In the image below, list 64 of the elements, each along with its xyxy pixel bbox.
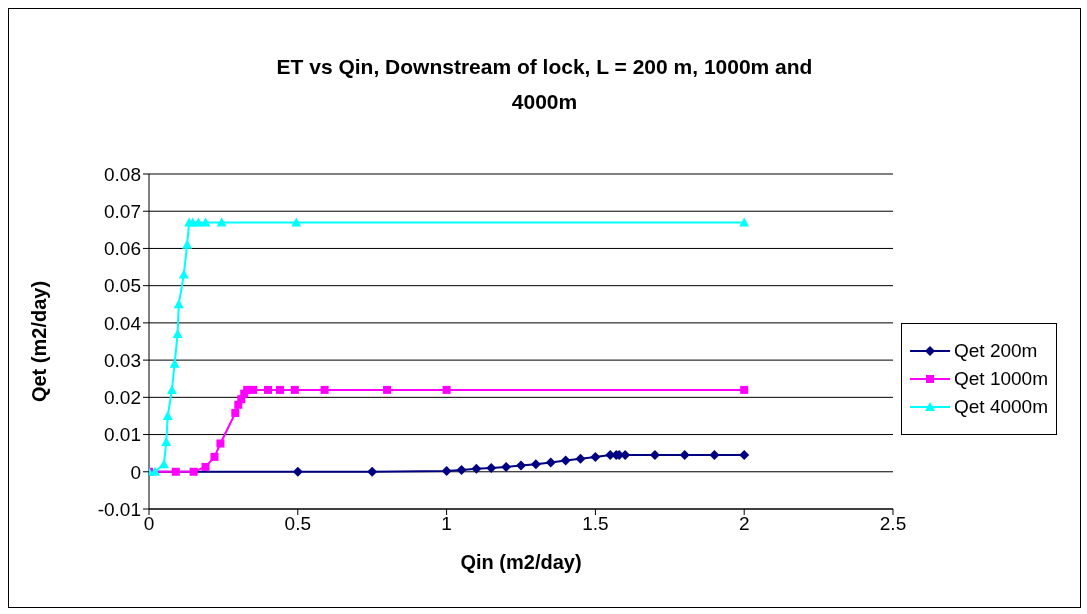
y-tick-label: 0.01 — [104, 424, 141, 446]
y-tick-label: 0.05 — [104, 275, 141, 297]
point — [575, 453, 586, 464]
point — [171, 467, 180, 476]
y-tick-label: 0.04 — [104, 312, 142, 334]
x-tick-label: 2.5 — [879, 513, 907, 535]
point — [216, 439, 225, 448]
point — [441, 466, 452, 477]
point — [173, 299, 184, 309]
point — [201, 462, 210, 471]
point — [290, 385, 299, 394]
point — [210, 452, 219, 461]
y-tick-label: 0.08 — [104, 163, 141, 185]
legend-label: Qet 200m — [954, 340, 1038, 362]
y-tick-label: -0.01 — [97, 498, 141, 520]
point — [231, 408, 240, 417]
y-tick-label: 0.03 — [104, 349, 141, 371]
x-tick-label: 0.5 — [284, 513, 312, 535]
point — [560, 455, 571, 466]
x-axis-title: Qin (m2/day) — [460, 551, 582, 573]
point — [471, 463, 482, 474]
point — [486, 463, 497, 474]
point — [456, 464, 467, 475]
point — [162, 410, 173, 420]
point — [172, 329, 183, 339]
point — [442, 385, 451, 394]
point — [264, 385, 273, 394]
x-tick-label: 1.5 — [582, 513, 609, 535]
point — [200, 217, 211, 227]
point — [275, 385, 284, 394]
point — [516, 460, 526, 471]
point — [545, 457, 556, 468]
point — [189, 467, 198, 476]
point — [739, 450, 750, 461]
point — [182, 239, 193, 249]
point — [149, 466, 160, 476]
point — [216, 217, 227, 227]
legend-label: Qet 1000m — [954, 368, 1048, 390]
point — [178, 269, 189, 279]
point — [679, 450, 690, 461]
y-tick-label: 0 — [130, 461, 141, 483]
x-tick-label: 2 — [738, 513, 750, 535]
x-tick-label: 1 — [441, 513, 452, 535]
chart-title: ET vs Qin, Downstream of lock, L = 200 m, 1000m and 4000m — [275, 54, 814, 115]
point — [739, 217, 750, 227]
point — [709, 450, 720, 461]
point — [383, 385, 392, 394]
y-tick-label: 0.06 — [104, 238, 141, 260]
point — [530, 459, 541, 470]
point — [249, 385, 258, 394]
y-tick-label: 0.07 — [104, 200, 141, 222]
point — [590, 451, 601, 462]
point — [161, 437, 172, 446]
point — [291, 217, 302, 227]
point — [367, 466, 378, 477]
point — [166, 384, 177, 394]
legend-label: Qet 4000m — [954, 396, 1048, 418]
point — [158, 459, 169, 469]
point — [740, 385, 749, 394]
y-tick-label: 0.02 — [104, 387, 141, 409]
point — [292, 466, 303, 477]
y-axis-title: Qet (m2/day) — [28, 280, 51, 403]
point — [501, 461, 512, 472]
point — [320, 385, 329, 394]
